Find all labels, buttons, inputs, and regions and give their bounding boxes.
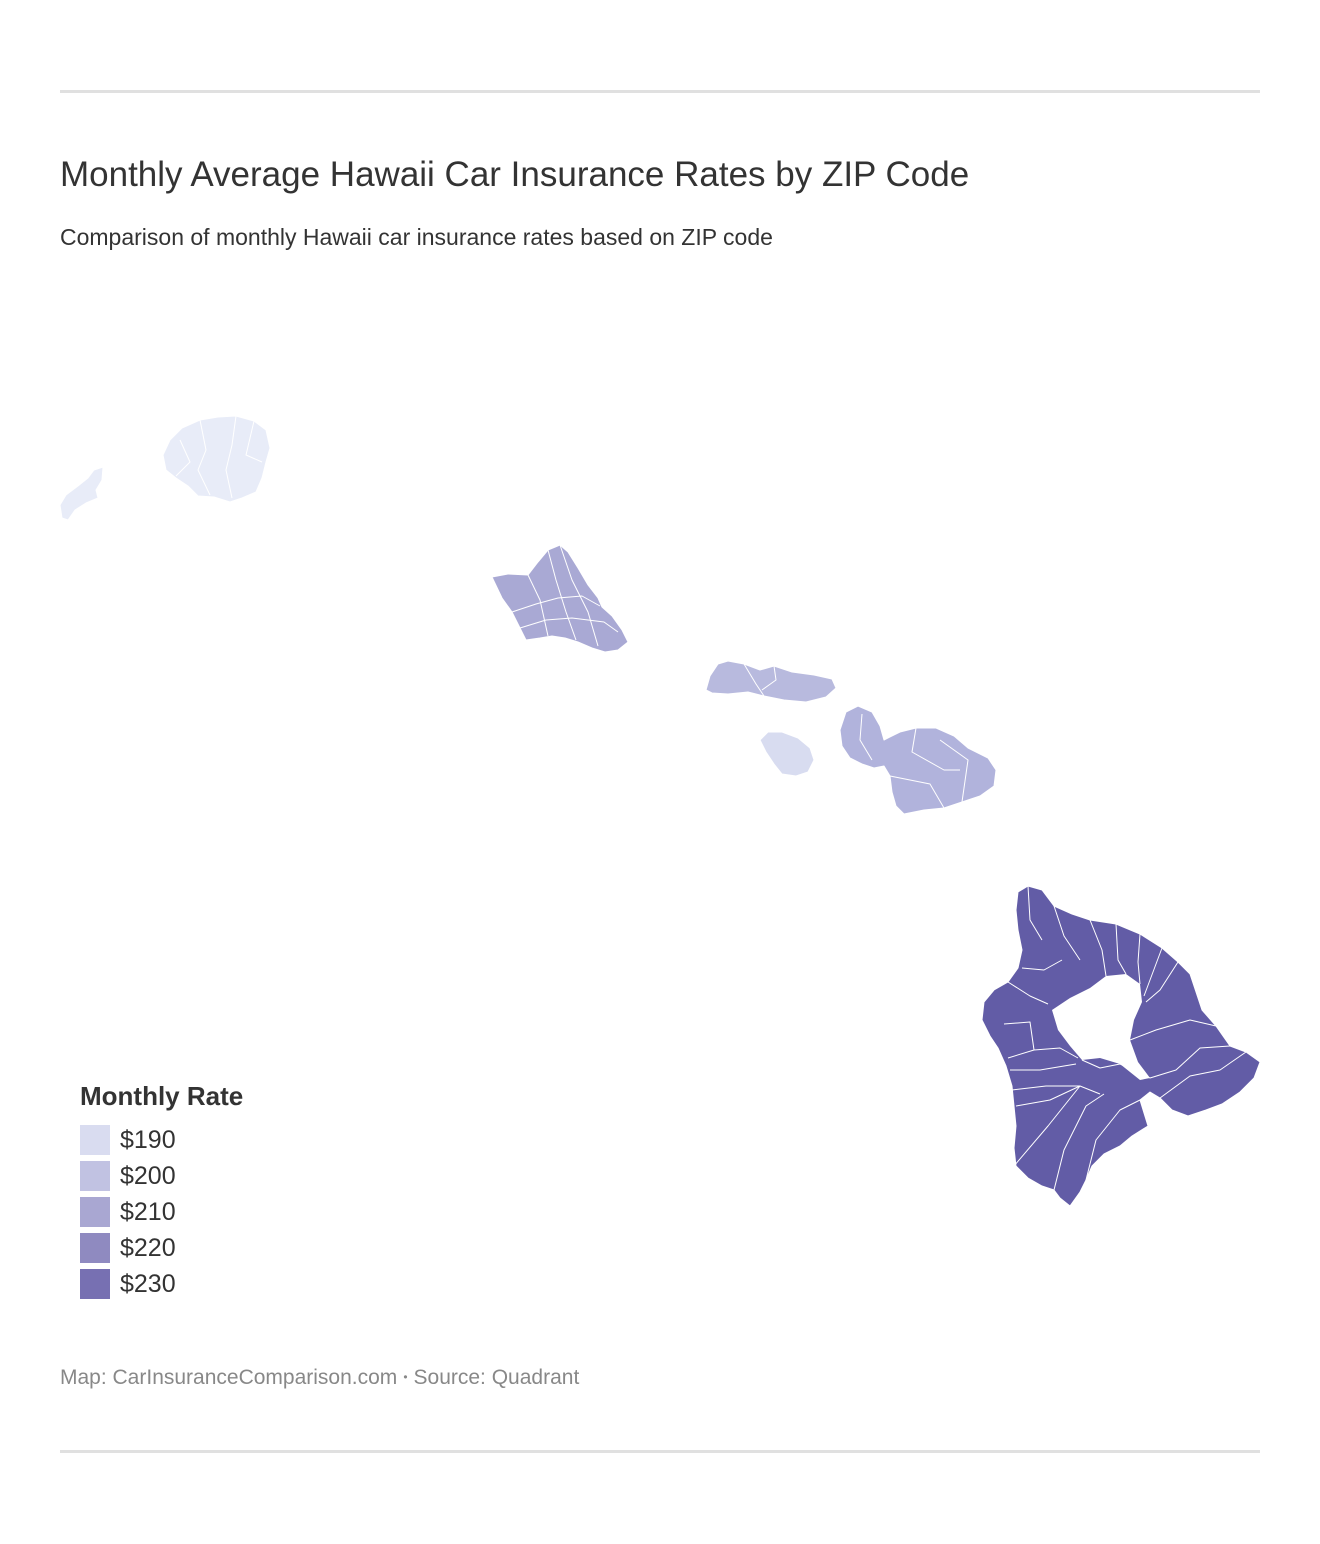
legend-swatch — [80, 1197, 110, 1227]
legend-item: $210 — [80, 1194, 340, 1230]
legend-item: $220 — [80, 1230, 340, 1266]
zip-boundaries — [175, 415, 1247, 1191]
bottom-divider — [60, 1450, 1260, 1453]
region-molokai[interactable] — [705, 660, 837, 703]
interior-area — [1052, 974, 1150, 1080]
region-niihau[interactable] — [59, 466, 104, 521]
legend-label: $230 — [120, 1270, 176, 1298]
legend-swatch — [80, 1269, 110, 1299]
region-maui[interactable] — [839, 705, 997, 815]
map-credit: Map: CarInsuranceComparison.com — [60, 1366, 398, 1389]
legend-swatch — [80, 1125, 110, 1155]
legend-label: $220 — [120, 1234, 176, 1262]
legend-label: $190 — [120, 1126, 176, 1154]
region-kauai[interactable] — [162, 415, 271, 503]
legend-item: $230 — [80, 1266, 340, 1302]
legend-item: $190 — [80, 1122, 340, 1158]
legend-swatch — [80, 1161, 110, 1191]
legend-title: Monthly Rate — [80, 1081, 244, 1111]
top-divider — [60, 90, 1260, 93]
legend-swatch — [80, 1233, 110, 1263]
legend-label: $210 — [120, 1198, 176, 1226]
region-oahu[interactable] — [491, 544, 629, 653]
legend-item: $200 — [80, 1158, 340, 1194]
page-title: Monthly Average Hawaii Car Insurance Rat… — [60, 155, 970, 194]
page-subtitle: Comparison of monthly Hawaii car insuran… — [60, 224, 773, 250]
legend-label: $200 — [120, 1162, 176, 1190]
footer-credits: Map: CarInsuranceComparison.com • Source: … — [60, 1363, 579, 1392]
region-lanai[interactable] — [759, 731, 815, 777]
legend: Monthly Rate $190 $200 $210 $220 $230 — [80, 1078, 340, 1302]
source-credit: Source: Quadrant — [413, 1366, 580, 1389]
footer-separator: • — [403, 1370, 408, 1384]
